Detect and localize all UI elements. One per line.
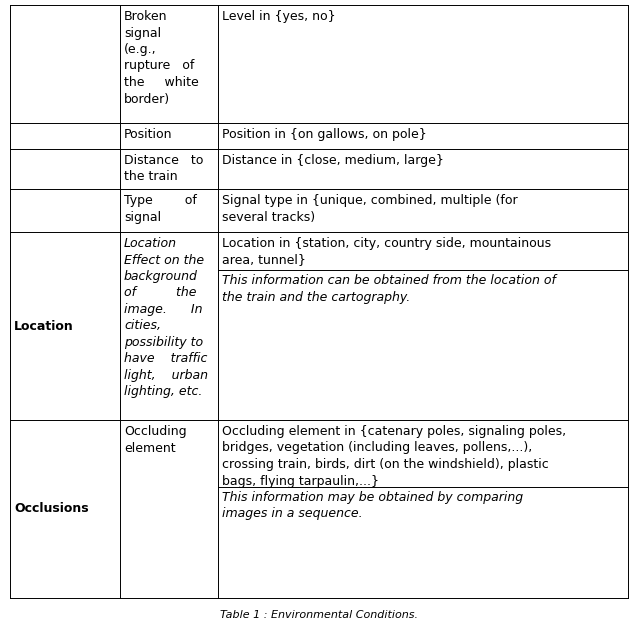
Text: Occluding
element: Occluding element	[124, 425, 187, 454]
Text: Occlusions: Occlusions	[14, 502, 88, 516]
Text: Distance   to
the train: Distance to the train	[124, 154, 204, 183]
Text: Position: Position	[124, 128, 173, 141]
Text: Position in {on gallows, on pole}: Position in {on gallows, on pole}	[222, 128, 427, 141]
Text: This information can be obtained from the location of
the train and the cartogra: This information can be obtained from th…	[222, 274, 556, 303]
Text: This information may be obtained by comparing
images in a sequence.: This information may be obtained by comp…	[222, 491, 523, 521]
Text: Level in {yes, no}: Level in {yes, no}	[222, 10, 335, 23]
Text: Location
Effect on the
background
of          the
image.      In
cities,
possibi: Location Effect on the background of the…	[124, 237, 208, 399]
Text: Location: Location	[14, 320, 74, 332]
Text: Signal type in {unique, combined, multiple (for
several tracks): Signal type in {unique, combined, multip…	[222, 194, 518, 224]
Text: Table 1 : Environmental Conditions.: Table 1 : Environmental Conditions.	[220, 610, 418, 620]
Text: Type        of
signal: Type of signal	[124, 194, 197, 224]
Text: Location in {station, city, country side, mountainous
area, tunnel}: Location in {station, city, country side…	[222, 237, 551, 267]
Text: Distance in {close, medium, large}: Distance in {close, medium, large}	[222, 154, 444, 167]
Text: Occluding element in {catenary poles, signaling poles,
bridges, vegetation (incl: Occluding element in {catenary poles, si…	[222, 425, 566, 487]
Text: Broken
signal
(e.g.,
rupture   of
the     white
border): Broken signal (e.g., rupture of the whit…	[124, 10, 199, 106]
